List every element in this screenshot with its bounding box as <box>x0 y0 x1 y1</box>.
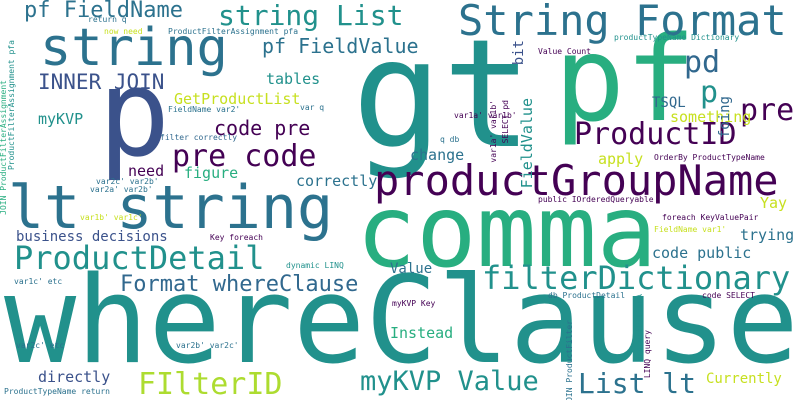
word-string-list: string List <box>218 0 404 32</box>
word-gt: gt <box>352 8 533 182</box>
word-var1c-etc: var1c' etc <box>14 277 63 286</box>
word-filterdictionary: filterDictionary <box>482 259 791 297</box>
word-foreach-keyvaluepair: foreach KeyValuePair <box>662 213 759 222</box>
word-select-pd: SELECT pd <box>501 100 510 144</box>
word-join-productfilter: JOIN ProductFilter <box>565 320 574 400</box>
word-format-whereclause: Format whereClause <box>120 272 359 297</box>
word-filter-correctly: filter correctly <box>160 133 238 142</box>
word-pf-fieldname: pf FieldName <box>24 0 183 23</box>
word-change: change <box>410 146 465 164</box>
word-var2a-var2b: var2a' var2b' <box>90 185 153 194</box>
word-producttypename-return: ProductTypeName return <box>4 387 110 396</box>
word-foing: foing <box>717 96 733 139</box>
word-pf-fieldvalue: pf FieldValue <box>262 34 419 58</box>
word-p-large: p <box>98 45 171 184</box>
word-fieldvalue-vertical: FieldValue <box>518 98 536 189</box>
word-something: something <box>670 108 752 126</box>
word-q-db: q db <box>440 135 460 144</box>
word-business-decisions: business decisions <box>16 229 168 245</box>
word-dynamic-linq: dynamic LINQ <box>286 261 344 270</box>
word-code-pre: code pre <box>214 116 311 140</box>
word-var1b-var1c: var1b' var1c' <box>80 213 143 222</box>
word-var-q: var q <box>300 103 325 112</box>
word-directly: directly <box>38 368 111 386</box>
word-inner-join: INNER JOIN <box>38 70 165 94</box>
word-now-need: now need <box>104 27 143 36</box>
word-productfilterassignment-v: ProductFilterAssignment pfa <box>7 40 16 171</box>
word-var2b-var2c: var2b' var2c' <box>176 341 239 350</box>
word-pd: pd <box>684 45 721 80</box>
word-yay: Yay <box>760 194 788 212</box>
word-pre-code: pre code <box>172 139 317 174</box>
word-filterid: FIlterID <box>138 367 283 400</box>
word-producttypename-dictionary: productTypeName Dictionary <box>614 33 740 42</box>
word-whereclause: whereClause <box>4 252 799 391</box>
word-mykvp-key: myKVP Key <box>392 299 436 308</box>
word-key-foreach: Key foreach <box>210 233 263 242</box>
word-string-format: String Format <box>458 0 787 45</box>
word-mykvp-value: myKVP Value <box>360 366 539 397</box>
word-code-public: code public <box>652 244 752 262</box>
word-linq-query: LINQ query <box>643 330 652 379</box>
word-value-count: Value Count <box>538 47 591 56</box>
word-tsql: TSQL <box>652 95 686 111</box>
word-figure: figure <box>184 164 239 182</box>
word-code-select: code SELECT <box>702 291 755 300</box>
word-getproductlist: GetProductList <box>174 90 301 108</box>
word-need: need <box>128 162 165 180</box>
word-fieldname-var1: FieldName var1' <box>654 225 727 234</box>
word-currently: Currently <box>706 371 782 387</box>
word-value: Value <box>390 261 433 277</box>
word-pf-large: pf <box>554 10 697 148</box>
word-bit: bit <box>511 40 527 66</box>
word-instead: Instead <box>390 324 454 342</box>
word-comma: comma <box>356 173 658 290</box>
word-pre: pre <box>740 93 795 128</box>
word-productdetail: ProductDetail <box>14 239 265 277</box>
word-productfilterassignment-pfa: ProductFilterAssignment pfa <box>168 27 299 36</box>
word-p-small: p <box>700 75 719 110</box>
word-var1a-var1b-h: var1a' var1b' <box>454 111 517 120</box>
word-string: string <box>40 18 228 78</box>
word-mykvp: myKVP <box>38 110 84 128</box>
word-productgroupname: productGroupName <box>374 156 779 205</box>
word-list-lt: List lt <box>578 367 697 400</box>
word-correctly: correctly <box>296 172 378 190</box>
word-apply: apply <box>598 150 644 168</box>
word-var1a-var1b: var1a' var1b' <box>489 100 498 163</box>
word-db-productdetail: db ProductDetail <box>548 291 626 300</box>
word-trying: trying <box>740 226 795 244</box>
word-var2c-etc: var2c' etc <box>16 341 65 350</box>
word-tables: tables <box>266 70 321 88</box>
word-lt-string: lt string <box>8 173 334 243</box>
word-productid: ProductID <box>574 117 737 152</box>
word-var2c-var2b: var2c' var2b' <box>96 177 159 186</box>
word-fieldname-var2: FieldName var2' <box>168 105 241 114</box>
word-public-iorderedqueryable: public IOrderedQueryable <box>538 195 654 204</box>
word-orderby-producttypename: OrderBy ProductTypeName <box>654 153 765 162</box>
word-return-q: return q <box>88 15 127 24</box>
